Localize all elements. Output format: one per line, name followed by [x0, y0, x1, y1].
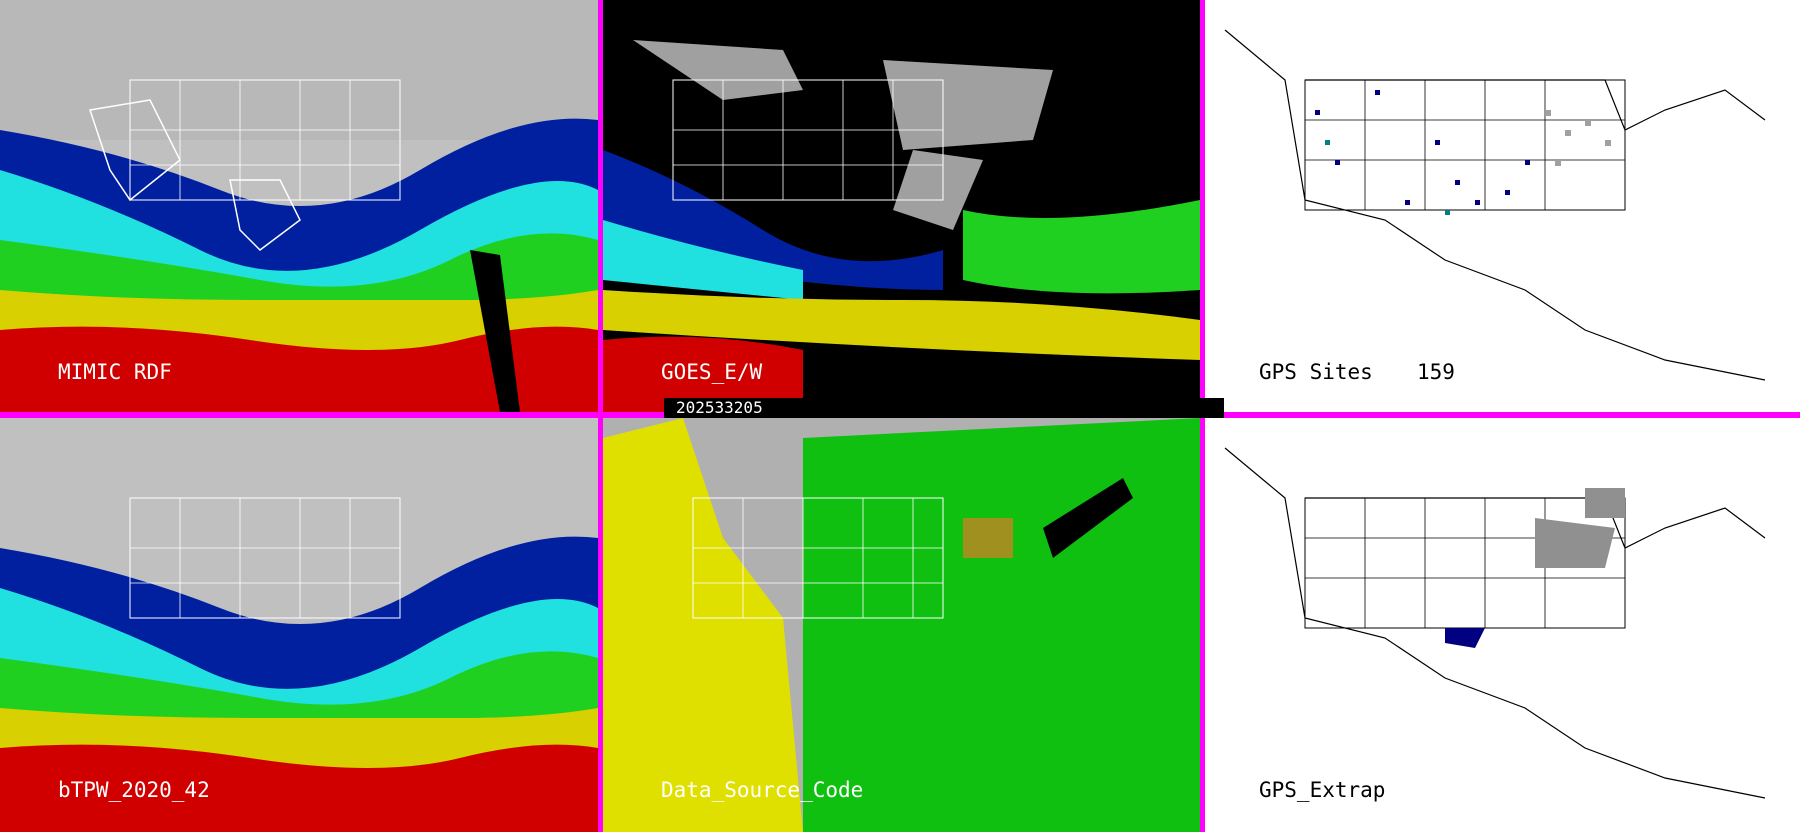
btpw-map: [0, 418, 598, 832]
mimic-rdf-label: MIMIC RDF: [58, 360, 172, 384]
data-source-code-map: [603, 418, 1200, 832]
gps-extrap-map: [1205, 418, 1800, 832]
goes-map: [603, 0, 1200, 412]
goes-label: GOES_E/W: [661, 360, 763, 384]
btpw-panel: bTPW_2020_42: [0, 418, 598, 832]
timestamp-bar: 202533205: [664, 398, 1224, 418]
goes-panel: GOES_E/W: [603, 0, 1200, 412]
gps-sites-count: 159: [1417, 360, 1455, 384]
data-source-code-label: Data_Source_Code: [661, 778, 864, 802]
gps-extrap-label: GPS_Extrap: [1259, 778, 1386, 802]
gps-sites-label: GPS Sites: [1259, 360, 1373, 384]
gps-sites-map: [1205, 0, 1800, 412]
data-source-code-panel: Data_Source_Code: [603, 418, 1200, 832]
gps-extrap-panel: GPS_Extrap: [1205, 418, 1800, 832]
mimic-rdf-map: [0, 0, 598, 412]
mimic-rdf-panel: MIMIC RDF: [0, 0, 598, 412]
btpw-label: bTPW_2020_42: [58, 778, 210, 802]
gps-sites-panel: GPS Sites 159: [1205, 0, 1800, 412]
